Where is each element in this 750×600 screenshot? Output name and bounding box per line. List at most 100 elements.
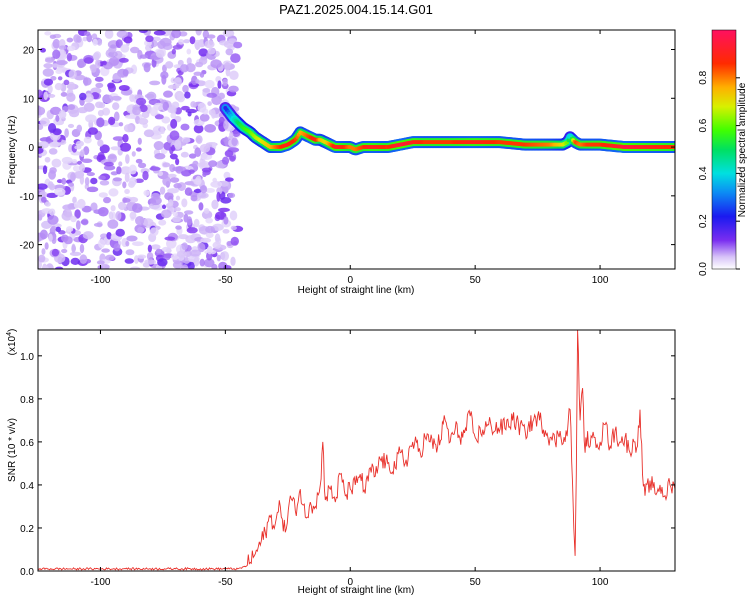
noise-speckle: [39, 117, 50, 127]
noise-speckle: [160, 209, 172, 219]
noise-speckle: [186, 216, 193, 226]
noise-speckle: [41, 248, 46, 255]
noise-speckle: [193, 256, 200, 267]
y-tick-label: -10: [20, 192, 35, 203]
noise-speckle: [79, 163, 86, 173]
noise-speckle: [206, 92, 218, 98]
spectrogram-y-axis: -20 -10 0 10 20: [20, 46, 675, 252]
noise-speckle: [174, 76, 182, 87]
noise-speckle: [128, 176, 137, 186]
noise-speckle: [86, 186, 99, 193]
noise-speckle: [122, 69, 129, 77]
noise-speckle: [51, 158, 62, 168]
x-tick-label: 100: [592, 275, 609, 286]
noise-speckle: [113, 243, 121, 252]
colorbar-gradient: [711, 29, 737, 270]
noise-speckle: [214, 233, 221, 243]
noise-speckle: [181, 105, 190, 111]
noise-speckle: [203, 258, 215, 268]
spectrogram-x-axis: -100 -50 0 50 100: [90, 30, 609, 286]
noise-speckle: [210, 109, 216, 119]
noise-speckle: [71, 243, 76, 254]
noise-speckle: [218, 92, 226, 100]
noise-speckle: [161, 204, 167, 210]
noise-speckle: [218, 116, 225, 126]
y-tick-label: 0.2: [20, 524, 34, 535]
noise-speckle: [187, 111, 192, 117]
noise-speckle: [66, 92, 76, 103]
noise-speckle: [193, 124, 204, 134]
noise-speckle: [157, 40, 166, 49]
snr-plot-area: [38, 330, 675, 571]
noise-speckle: [217, 207, 230, 213]
figure-title: PAZ1.2025.004.15.14.G01: [279, 2, 433, 17]
noise-speckle: [152, 125, 165, 135]
noise-speckle: [167, 106, 176, 114]
noise-speckle: [176, 250, 187, 258]
noise-speckle: [168, 199, 174, 207]
noise-speckle: [102, 60, 107, 66]
noise-speckle: [83, 57, 94, 64]
noise-speckle: [154, 114, 164, 120]
noise-speckle: [175, 195, 181, 201]
noise-speckle: [131, 203, 143, 213]
y-tick-label: 0.8: [20, 395, 34, 406]
noise-speckle: [112, 72, 122, 83]
noise-speckle: [102, 107, 111, 116]
noise-speckle: [102, 94, 114, 104]
noise-speckle: [68, 109, 80, 118]
noise-speckle: [128, 196, 139, 203]
noise-speckle: [61, 156, 73, 164]
colorbar: 0.0 0.2 0.4 0.6 0.8 Normalized spectral ampl…: [698, 29, 748, 276]
noise-speckle: [48, 233, 53, 242]
noise-speckle: [44, 242, 49, 250]
noise-speckle: [137, 162, 147, 169]
x-tick-label: -100: [90, 577, 110, 588]
noise-speckle: [176, 92, 186, 103]
noise-speckle: [58, 45, 67, 51]
noise-speckle: [162, 162, 171, 168]
noise-speckle: [161, 116, 171, 124]
noise-speckle: [167, 173, 177, 178]
noise-speckle: [139, 104, 148, 113]
x-tick-label: -50: [218, 275, 233, 286]
y-tick-label: -20: [20, 241, 35, 252]
noise-speckle: [57, 76, 63, 81]
noise-speckle: [204, 79, 215, 89]
noise-speckle: [110, 44, 117, 49]
noise-speckle: [86, 172, 95, 177]
x-tick-label: -50: [218, 577, 233, 588]
noise-speckle: [87, 127, 99, 135]
noise-speckle: [173, 183, 182, 189]
noise-speckle: [55, 69, 63, 74]
noise-speckle: [193, 218, 200, 228]
noise-speckle: [199, 157, 206, 168]
noise-speckle: [118, 57, 129, 63]
noise-speckle: [212, 241, 222, 249]
noise-speckle: [40, 196, 47, 203]
noise-speckle: [41, 265, 49, 269]
noise-speckle: [95, 101, 104, 109]
noise-speckle: [101, 248, 110, 253]
noise-speckle: [231, 137, 238, 146]
noise-speckle: [74, 145, 82, 150]
noise-speckle: [193, 178, 202, 185]
noise-speckle: [171, 145, 176, 152]
noise-speckle: [204, 187, 216, 193]
noise-speckle: [216, 191, 221, 202]
noise-speckle: [38, 124, 44, 130]
noise-speckle: [44, 31, 52, 36]
noise-speckle: [210, 59, 222, 69]
noise-speckle: [171, 30, 182, 39]
noise-speckle: [153, 30, 166, 36]
noise-speckle: [132, 106, 141, 116]
noise-speckle: [163, 90, 173, 98]
noise-speckle: [58, 49, 67, 59]
noise-speckle: [194, 147, 202, 158]
noise-speckle: [81, 158, 93, 163]
noise-speckle: [205, 225, 216, 234]
colorbar-tick-label: 0.8: [698, 70, 709, 84]
noise-speckle: [99, 180, 110, 186]
noise-speckle: [208, 160, 218, 168]
